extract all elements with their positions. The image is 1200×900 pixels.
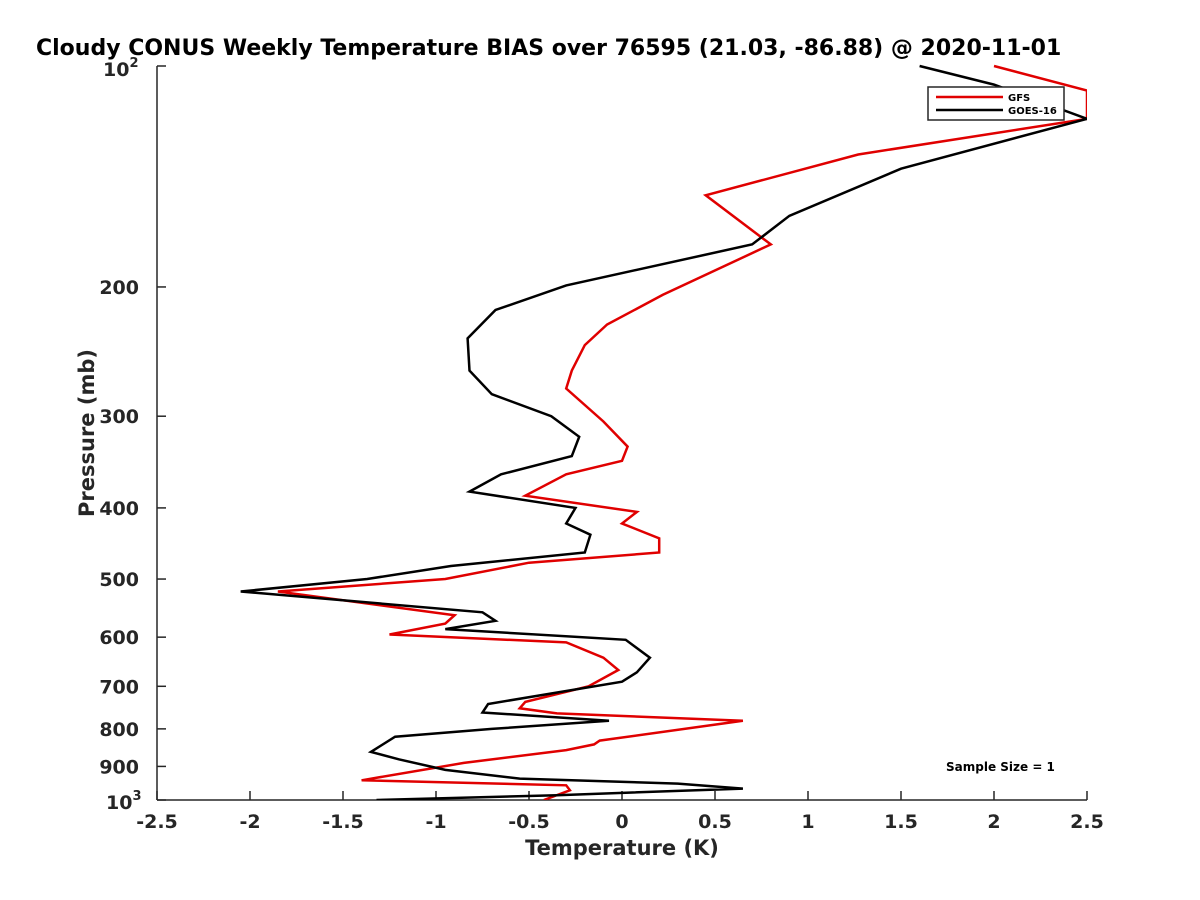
chart-title: Cloudy CONUS Weekly Temperature BIAS ove…: [36, 36, 1061, 61]
x-tick-label: 2: [987, 811, 1000, 833]
legend-label-gfs: GFS: [1008, 93, 1030, 104]
y-tick-label: 400: [99, 498, 139, 520]
sample-size-annotation: Sample Size = 1: [946, 760, 1055, 774]
y-tick-label: 300: [99, 406, 139, 428]
x-axis-label: Temperature (K): [525, 836, 719, 860]
y-tick-label: 500: [99, 569, 139, 591]
plot-area: [156, 66, 1087, 801]
x-tick-label: -2: [239, 811, 260, 833]
y-tick-label: 800: [99, 719, 139, 741]
y-tick-bottom-base: 10: [106, 792, 132, 814]
x-tick-label: -0.5: [508, 811, 550, 833]
x-tick-label: 0: [615, 811, 628, 833]
y-tick-label: 900: [99, 756, 139, 778]
y-tick-label-top: 102: [103, 56, 139, 81]
legend-box: [927, 86, 1065, 121]
y-tick-label-bottom: 103: [106, 789, 142, 814]
y-tick-bottom-exp: 3: [132, 789, 141, 804]
y-axis-label: Pressure (mb): [75, 349, 99, 517]
x-tick-label: -1: [425, 811, 446, 833]
y-tick-label: 700: [99, 676, 139, 698]
series-line-gfs: [277, 64, 1087, 800]
x-tick-label: 0.5: [698, 811, 732, 833]
x-tick-label: -1.5: [322, 811, 364, 833]
x-ticks: -2.5 -2 -1.5 -1 -0.5 0 0.5 1 1.5 2 2.5: [136, 791, 1104, 833]
y-tick-label: 200: [99, 277, 139, 299]
x-tick-label: 2.5: [1070, 811, 1104, 833]
y-tick-top-base: 10: [103, 59, 129, 81]
legend: GFS GOES-16: [927, 86, 1065, 121]
x-tick-label: 1: [801, 811, 814, 833]
legend-label-goes16: GOES-16: [1008, 106, 1057, 117]
series-layer: [240, 64, 1087, 800]
y-tick-top-exp: 2: [129, 56, 138, 71]
y-tick-label: 600: [99, 627, 139, 649]
x-tick-label: -2.5: [136, 811, 178, 833]
x-tick-label: 1.5: [884, 811, 918, 833]
series-line-goes16: [240, 64, 1087, 800]
